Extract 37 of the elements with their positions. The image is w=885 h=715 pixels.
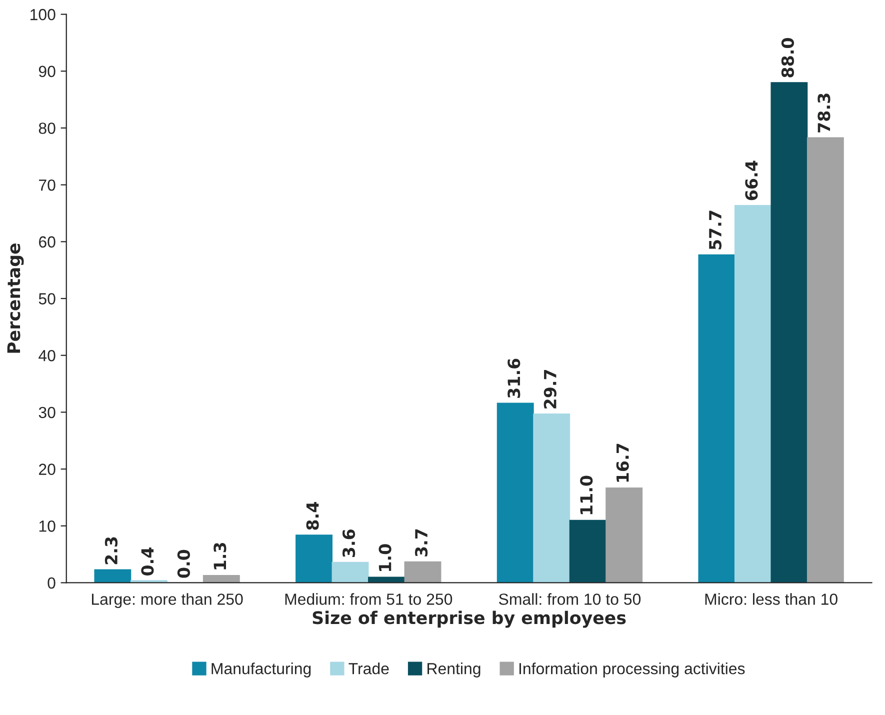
y-tick-label: 20 bbox=[39, 464, 56, 475]
y-tick-label: 60 bbox=[39, 236, 56, 248]
y-tick-label: 10 bbox=[39, 520, 56, 532]
y-axis-title: Percentage bbox=[7, 244, 24, 353]
data-label: 57.7 bbox=[709, 210, 722, 250]
y-tick-label: 50 bbox=[38, 293, 56, 304]
data-label: 88.0 bbox=[781, 38, 794, 78]
legend-label: Information processing activities bbox=[519, 662, 745, 678]
y-tick-label: 80 bbox=[38, 122, 56, 134]
data-label: 3.7 bbox=[414, 529, 428, 556]
y-tick-label: 0 bbox=[48, 577, 56, 589]
data-label: 78.3 bbox=[818, 94, 830, 132]
data-label: 0.4 bbox=[141, 548, 154, 576]
data-label: 1.3 bbox=[214, 542, 226, 570]
x-tick-label: Micro: less than 10 bbox=[705, 593, 838, 605]
y-tick-label: 90 bbox=[38, 66, 56, 78]
legend-label: Manufacturing bbox=[212, 662, 311, 678]
data-label: 66.4 bbox=[745, 160, 758, 200]
data-label: 3.6 bbox=[342, 529, 356, 557]
y-tick-label: 70 bbox=[39, 179, 56, 191]
data-label: 8.4 bbox=[306, 502, 319, 530]
x-tick-label: Medium: from 51 to 250 bbox=[285, 593, 452, 605]
x-tick-label: Small: from 10 to 50 bbox=[498, 593, 641, 605]
y-tick-label: 100 bbox=[30, 8, 56, 20]
data-label: 31.6 bbox=[508, 358, 520, 398]
y-tick-label: 30 bbox=[38, 406, 56, 418]
x-axis-title: Size of enterprise by employees bbox=[312, 610, 626, 628]
data-label: 1.0 bbox=[378, 544, 392, 571]
legend-label: Renting bbox=[428, 662, 480, 678]
data-label: 0.0 bbox=[177, 550, 190, 578]
x-tick-label: Large: more than 250 bbox=[92, 593, 243, 608]
data-label: 2.3 bbox=[104, 537, 118, 564]
legend-label: Trade bbox=[348, 662, 389, 674]
y-tick-label: 40 bbox=[38, 350, 56, 362]
data-label: 16.7 bbox=[616, 444, 629, 482]
data-label: 11.0 bbox=[580, 476, 593, 514]
data-label: 29.7 bbox=[544, 370, 556, 408]
